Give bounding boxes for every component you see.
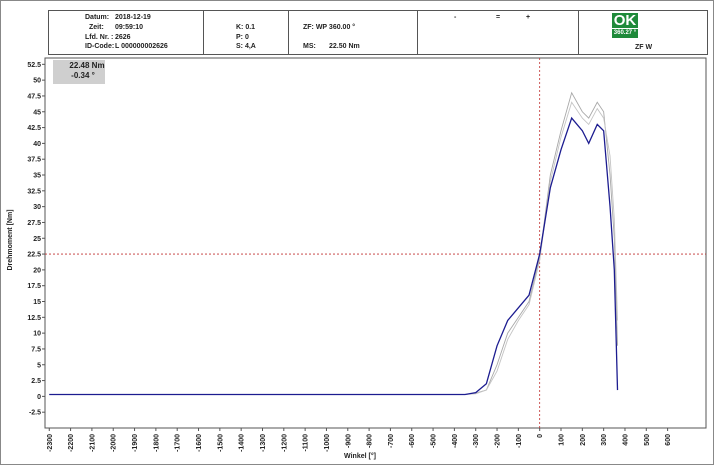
symbol: + [526, 14, 531, 21]
x-tick-label: -1100 [303, 434, 310, 452]
value: P: 0 [236, 34, 249, 41]
tolerance-cell: - = + [418, 11, 579, 54]
plot-frame [44, 57, 707, 429]
x-tick-label: -1700 [175, 434, 182, 452]
x-tick-label: 0 [537, 434, 544, 438]
x-tick-label: -2100 [89, 434, 96, 452]
target-cell: ZF: WP 360.00 ° MS: 22.50 Nm [289, 11, 418, 54]
y-tick-label: 35 [33, 173, 41, 180]
ok-badge: OK 360.27 ° [612, 13, 638, 38]
label: MS: [303, 43, 316, 50]
x-tick-label: -200 [495, 434, 502, 448]
x-tick-label: 300 [601, 434, 608, 446]
y-tick-label: 47.5 [27, 93, 41, 100]
y-tick-label: 30 [33, 204, 41, 211]
y-tick-label: 25 [33, 236, 41, 243]
value: 09:59:10 [115, 24, 144, 31]
x-axis-label: Winkel [°] [344, 452, 376, 460]
x-tick-label: -500 [431, 434, 438, 448]
x-tick-label: -300 [473, 434, 480, 448]
y-tick-label: 40 [33, 141, 41, 148]
symbol: - [454, 14, 457, 21]
y-tick-label: 42.5 [27, 125, 41, 132]
symbol: = [496, 14, 501, 21]
value: 22.50 Nm [329, 43, 360, 50]
y-tick-label: 32.5 [27, 188, 41, 195]
result-angle: 360.27 ° [612, 28, 638, 36]
y-tick-label: -2.5 [29, 410, 41, 417]
label: ID-Code: [85, 43, 115, 50]
param-cell: K: 0.1 P: 0 S: 4,A [204, 11, 289, 54]
result-cell: ZF W [579, 11, 707, 54]
x-tick-label: 500 [644, 434, 651, 446]
x-tick-label: -1400 [239, 434, 246, 452]
x-tick-label: -1800 [153, 434, 160, 452]
curve [49, 116, 619, 396]
x-tick-label: -100 [516, 434, 523, 448]
x-tick-label: 200 [580, 434, 587, 446]
label: Datum: [85, 14, 110, 21]
status: OK [613, 12, 637, 29]
y-tick-label: 17.5 [27, 283, 41, 290]
mode: ZF W [635, 44, 653, 51]
x-tick-label: -1300 [260, 434, 267, 452]
value: 2018-12-19 [115, 14, 151, 21]
y-tick-label: 52.5 [27, 62, 41, 69]
x-tick-label: 100 [559, 434, 566, 446]
y-tick-label: 12.5 [27, 315, 41, 322]
x-tick-label: 600 [665, 434, 672, 446]
y-tick-label: 45 [33, 109, 41, 116]
y-tick-label: 5 [37, 362, 41, 369]
y-tick-label: 7.5 [31, 346, 41, 353]
x-tick-label: -2000 [111, 434, 118, 452]
value: ZF: WP 360.00 ° [303, 24, 356, 31]
x-tick-label: -1500 [217, 434, 224, 452]
y-tick-label: 27.5 [27, 220, 41, 227]
y-tick-label: 10 [33, 331, 41, 338]
readout-box [53, 60, 105, 84]
x-tick-label: -700 [388, 434, 395, 448]
y-tick-label: 2.5 [31, 378, 41, 385]
value: S: 4,A [236, 43, 256, 50]
info-cell: Datum: 2018-12-19 Zeit: 09:59:10 Lfd. Nr. … [49, 11, 204, 54]
header: Datum: 2018-12-19 Zeit: 09:59:10 Lfd. Nr. … [48, 10, 708, 55]
value: 2626 [115, 34, 131, 41]
x-tick-label: -1600 [196, 434, 203, 452]
x-tick-label: -400 [452, 434, 459, 448]
label: Zeit: [89, 24, 104, 31]
x-tick-label: -900 [345, 434, 352, 448]
readout-angle: -0.34 ° [71, 71, 95, 80]
y-tick-label: 22.5 [27, 252, 41, 259]
value: L 000000002626 [115, 43, 168, 50]
x-tick-label: -600 [409, 434, 416, 448]
readout-torque: 22.48 Nm [69, 61, 104, 70]
x-tick-label: -1200 [281, 434, 288, 452]
x-tick-label: -1000 [324, 434, 331, 452]
y-tick-label: 20 [33, 267, 41, 274]
y-axis-label: Drehmoment [Nm] [7, 209, 14, 270]
x-tick-label: -1900 [132, 434, 139, 452]
y-tick-label: 37.5 [27, 157, 41, 164]
y-tick-label: 15 [33, 299, 41, 306]
y-tick-label: 0 [37, 394, 41, 401]
curve [49, 91, 618, 395]
y-tick-label: 50 [33, 78, 41, 85]
x-tick-label: 400 [622, 434, 629, 446]
x-tick-label: -800 [367, 434, 374, 448]
x-tick-label: -2300 [47, 434, 54, 452]
curve [49, 101, 618, 395]
value: K: 0.1 [236, 24, 256, 31]
label: Lfd. Nr. : [85, 34, 114, 41]
x-tick-label: -2200 [68, 434, 75, 452]
